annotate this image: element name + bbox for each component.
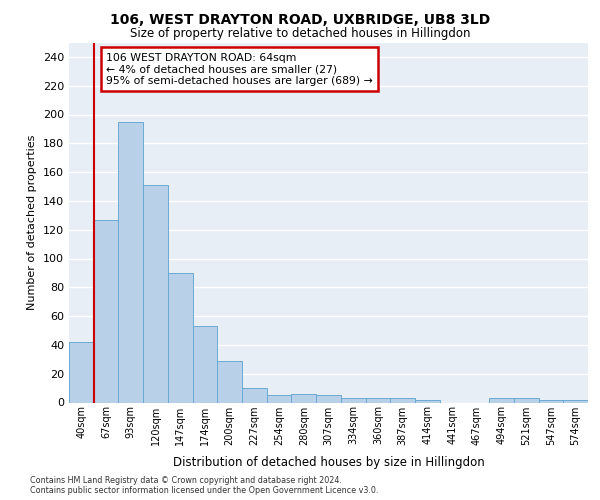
Bar — [415, 400, 440, 402]
Bar — [143, 185, 168, 402]
Bar — [514, 398, 539, 402]
Bar — [118, 122, 143, 402]
Bar — [193, 326, 217, 402]
Text: 106, WEST DRAYTON ROAD, UXBRIDGE, UB8 3LD: 106, WEST DRAYTON ROAD, UXBRIDGE, UB8 3L… — [110, 12, 490, 26]
Bar — [563, 400, 588, 402]
Text: Contains HM Land Registry data © Crown copyright and database right 2024.
Contai: Contains HM Land Registry data © Crown c… — [30, 476, 379, 495]
Bar — [365, 398, 390, 402]
Text: 106 WEST DRAYTON ROAD: 64sqm
← 4% of detached houses are smaller (27)
95% of sem: 106 WEST DRAYTON ROAD: 64sqm ← 4% of det… — [106, 52, 373, 86]
Bar — [168, 273, 193, 402]
Y-axis label: Number of detached properties: Number of detached properties — [28, 135, 37, 310]
Bar — [69, 342, 94, 402]
Text: Size of property relative to detached houses in Hillingdon: Size of property relative to detached ho… — [130, 28, 470, 40]
Bar — [292, 394, 316, 402]
Bar — [316, 396, 341, 402]
Bar — [539, 400, 563, 402]
Bar — [390, 398, 415, 402]
Bar — [267, 396, 292, 402]
Bar — [242, 388, 267, 402]
Bar — [489, 398, 514, 402]
Bar — [217, 360, 242, 403]
Bar — [94, 220, 118, 402]
X-axis label: Distribution of detached houses by size in Hillingdon: Distribution of detached houses by size … — [173, 456, 484, 469]
Bar — [341, 398, 365, 402]
